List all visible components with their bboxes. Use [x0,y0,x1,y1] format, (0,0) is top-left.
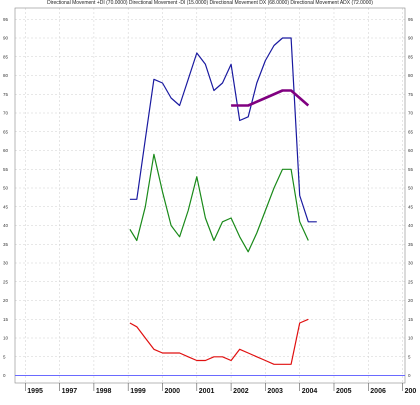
x-tick-label-10: 2006 [370,388,386,395]
series-layer [130,38,317,364]
y-tick-right-1: 5 [408,354,411,359]
y-tick-right-13: 65 [408,129,414,134]
series-line-1 [130,154,308,252]
y-tick-left-7: 35 [3,242,9,247]
x-tick-label-9: 2005 [336,388,352,395]
y-tick-right-9: 45 [408,204,414,209]
y-tick-right-14: 70 [408,111,414,116]
y-tick-right-5: 25 [408,279,414,284]
y-tick-left-18: 90 [3,36,9,41]
x-tick-label-4: 2000 [164,388,180,395]
y-tick-right-11: 55 [408,167,414,172]
x-tick-label-0: 1995 [27,388,43,395]
y-tick-right-2: 10 [408,336,414,341]
x-tick-label-5: 2001 [199,388,215,395]
x-tick-label-8: 2004 [302,388,318,395]
y-tick-left-6: 30 [3,261,9,266]
y-tick-left-3: 15 [3,317,9,322]
y-tick-left-10: 50 [3,186,9,191]
y-tick-left-19: 95 [3,17,9,22]
series-line-3 [231,91,308,106]
grid-layer [15,8,405,383]
series-line-0 [130,38,317,222]
x-tick-label-6: 2002 [233,388,249,395]
y-tick-right-15: 75 [408,92,414,97]
y-tick-left-0: 0 [3,373,6,378]
x-tick-label-11: 200 [405,388,417,395]
y-tick-left-12: 60 [3,148,9,153]
x-tick-label-2: 1998 [96,388,112,395]
y-tick-left-4: 20 [3,298,9,303]
y-tick-right-19: 95 [408,17,414,22]
y-tick-right-18: 90 [408,36,414,41]
y-tick-left-13: 65 [3,129,9,134]
y-tick-right-16: 80 [408,73,414,78]
y-tick-left-8: 40 [3,223,9,228]
y-tick-right-8: 40 [408,223,414,228]
chart-title: Directional Movement +DI (70.0000) Direc… [0,0,420,6]
y-tick-right-6: 30 [408,261,414,266]
x-tick-label-1: 1997 [62,388,78,395]
y-tick-right-3: 15 [408,317,414,322]
y-tick-left-15: 75 [3,92,9,97]
axis-layer [15,8,405,391]
y-tick-left-2: 10 [3,336,9,341]
y-tick-left-9: 45 [3,204,9,209]
series-line-2 [130,319,308,364]
y-tick-left-17: 85 [3,54,9,59]
y-tick-left-11: 55 [3,167,9,172]
y-tick-right-12: 60 [408,148,414,153]
y-tick-right-0: 0 [408,373,411,378]
y-tick-left-16: 80 [3,73,9,78]
x-tick-label-3: 1999 [130,388,146,395]
x-tick-label-7: 2003 [267,388,283,395]
y-tick-right-7: 35 [408,242,414,247]
y-tick-right-4: 20 [408,298,414,303]
y-tick-left-14: 70 [3,111,9,116]
y-tick-right-10: 50 [408,186,414,191]
y-tick-right-17: 85 [408,54,414,59]
y-tick-left-1: 5 [3,354,6,359]
y-tick-left-5: 25 [3,279,9,284]
plot-frame [15,8,405,383]
